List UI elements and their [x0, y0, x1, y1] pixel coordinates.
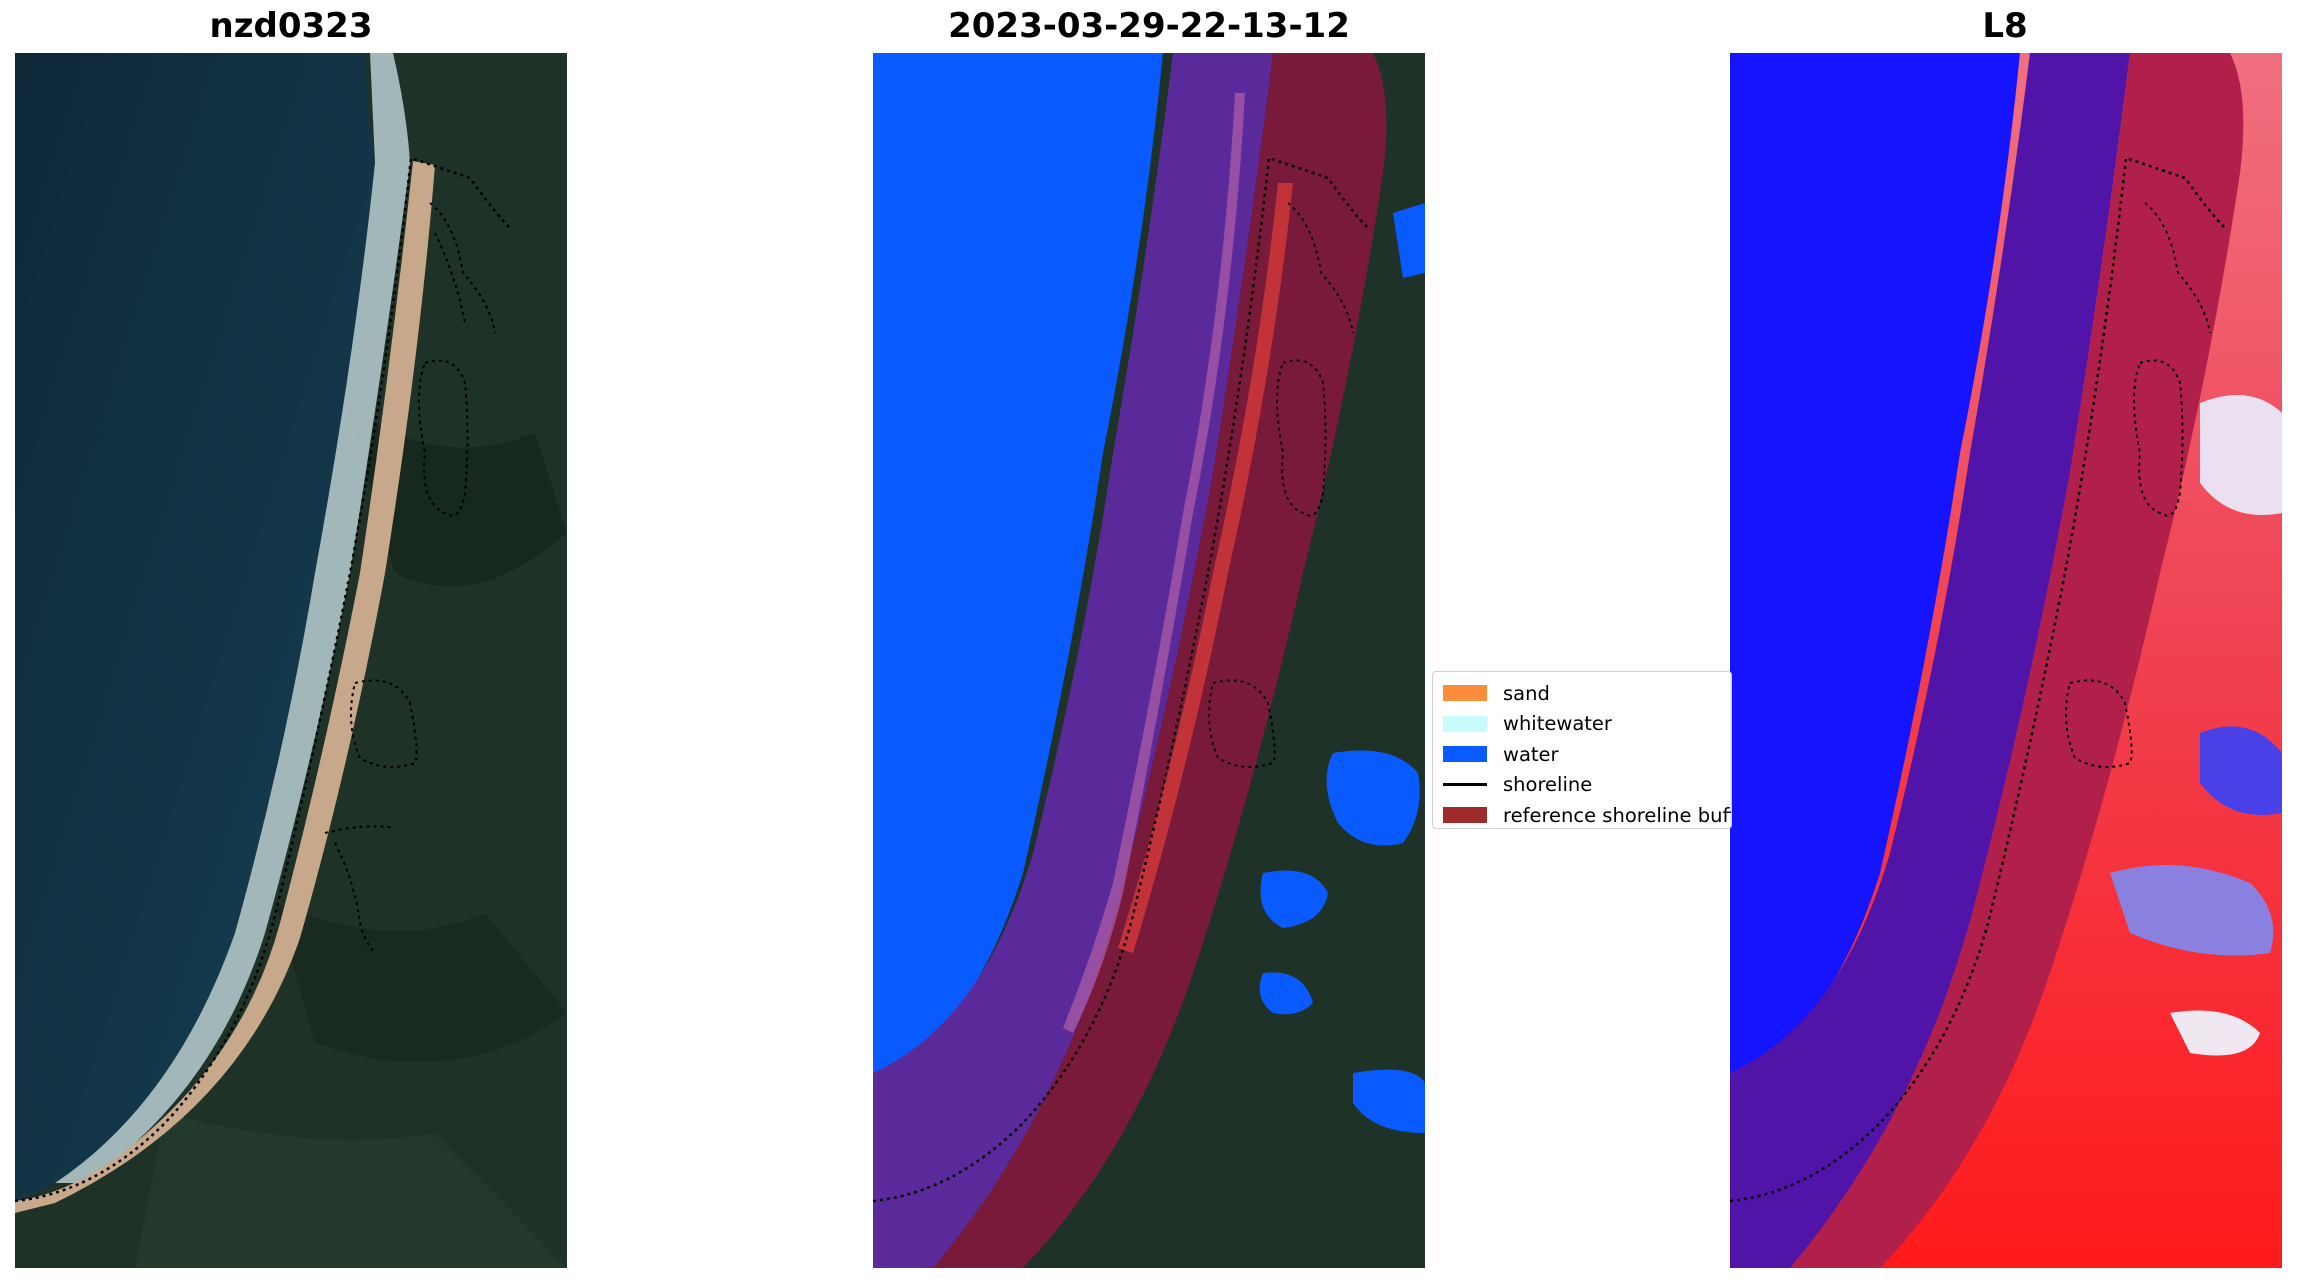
legend-item-shoreline: shoreline	[1443, 770, 1731, 801]
inland-contour	[2144, 202, 2211, 334]
legend-label: sand	[1503, 681, 1550, 705]
reference-shoreline-buffer-water	[1730, 53, 2130, 1268]
legend-label: whitewater	[1503, 712, 1612, 736]
legend-swatch	[1443, 746, 1487, 763]
shoreline-contour	[15, 156, 511, 1203]
rgb-satellite-image	[15, 53, 567, 1268]
legend-label: water	[1503, 742, 1559, 766]
water-class-inland	[1353, 1069, 1425, 1133]
legend-line	[1443, 783, 1487, 787]
legend-swatch	[1443, 715, 1487, 732]
legend-item-sand: sand	[1443, 678, 1731, 709]
index-image	[1730, 53, 2282, 1268]
legend-item-buffer: reference shoreline buffer	[1443, 800, 1732, 828]
inland-contour	[418, 359, 469, 517]
forest-shade	[275, 903, 567, 1063]
inland-contour	[2065, 679, 2133, 768]
reference-shoreline-buffer-water	[873, 53, 1273, 1268]
inland-contour	[1287, 202, 1354, 334]
water-class-ocean	[873, 53, 1163, 1083]
shoreline-contour	[873, 156, 1369, 1203]
shoreline-contour	[1730, 156, 2226, 1203]
classification-image	[873, 53, 1425, 1268]
reference-shoreline-buffer-land	[933, 53, 1387, 1268]
rgb-image-panel	[15, 53, 567, 1268]
legend-item-whitewater: whitewater	[1443, 709, 1731, 740]
sand-class	[1118, 183, 1293, 953]
water-class-inland	[1259, 972, 1313, 1015]
sand-beach	[15, 161, 435, 1213]
legend-item-water: water	[1443, 739, 1731, 770]
water-class-inland	[1326, 750, 1420, 846]
water-class-inland	[1393, 203, 1425, 278]
water-index-area	[1730, 53, 2020, 1083]
inland-contour	[429, 202, 496, 334]
reference-shoreline-buffer-land	[1790, 53, 2244, 1268]
panel-title-classification: 2023-03-29-22-13-12	[948, 6, 1350, 46]
legend-label: reference shoreline buffer	[1503, 803, 1732, 827]
index-variation	[2110, 865, 2274, 956]
index-variation	[2170, 1010, 2260, 1056]
legend: sand whitewater water shoreline referenc…	[1432, 671, 1732, 829]
inland-contour	[1208, 679, 1276, 768]
inland-contour	[1276, 359, 1327, 517]
classification-panel	[873, 53, 1425, 1268]
panel-title-index: L8	[1982, 6, 2028, 46]
surf-zone	[55, 53, 410, 1183]
index-variation	[2200, 726, 2282, 815]
panel-title-rgb: nzd0323	[209, 6, 373, 46]
inland-contour	[350, 679, 418, 768]
legend-swatch	[1443, 807, 1487, 824]
inland-contour	[2133, 359, 2184, 517]
index-panel	[1730, 53, 2282, 1268]
ocean-area	[15, 53, 375, 1203]
legend-swatch	[1443, 685, 1487, 702]
water-class-inland	[1260, 870, 1328, 928]
inland-contour	[324, 825, 396, 954]
index-variation	[2200, 395, 2282, 515]
forest-shade	[135, 1113, 567, 1268]
legend-label: shoreline	[1503, 773, 1593, 797]
